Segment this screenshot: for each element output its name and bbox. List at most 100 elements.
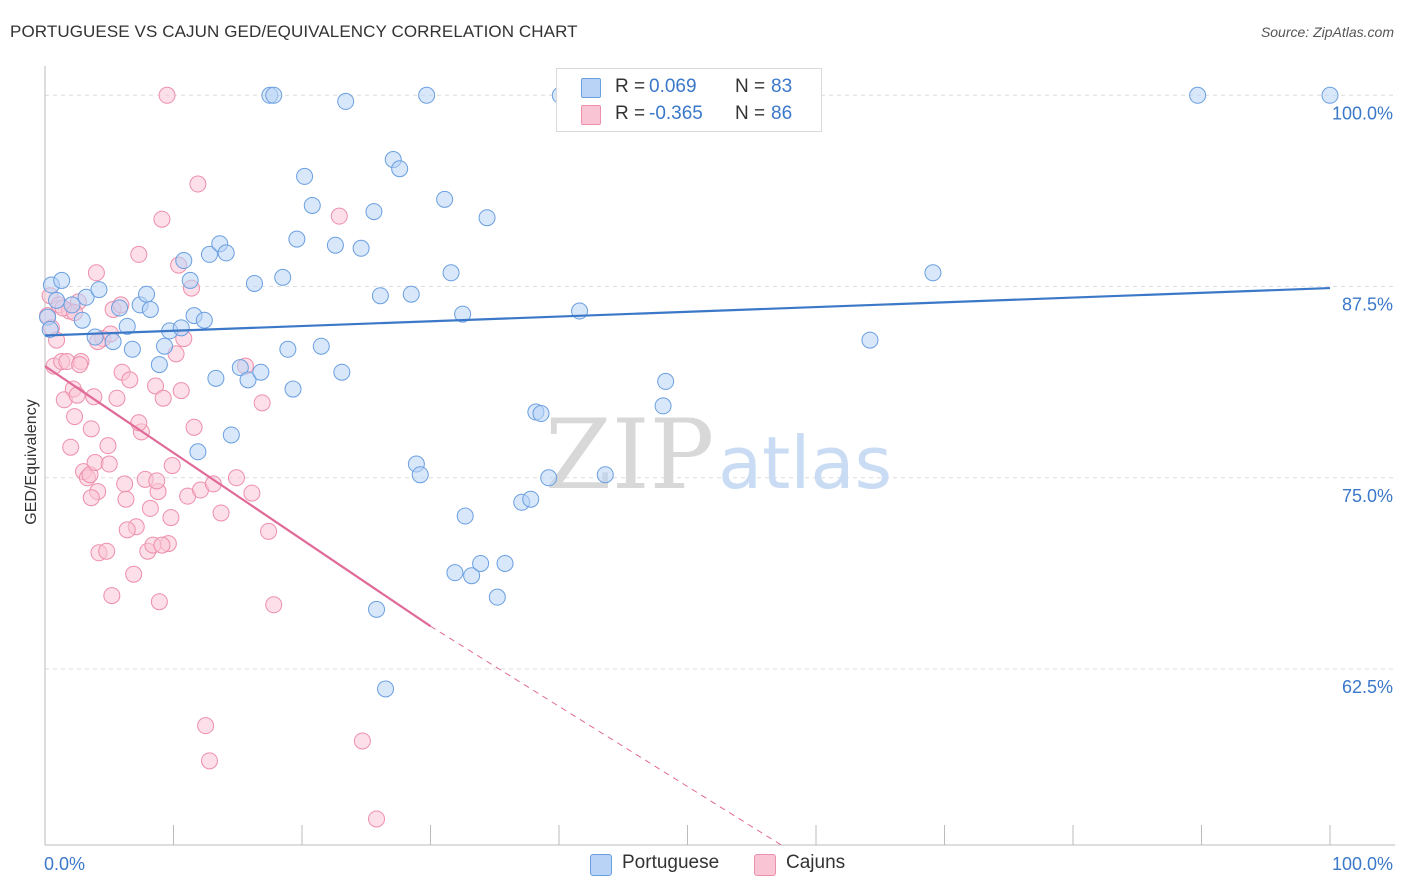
cajun-point bbox=[243, 484, 261, 502]
data-points bbox=[39, 86, 1339, 828]
portuguese-point bbox=[274, 268, 292, 286]
cajun-point bbox=[153, 210, 171, 228]
portuguese-point bbox=[111, 299, 129, 317]
portuguese-point bbox=[252, 363, 270, 381]
legend-swatch-portuguese bbox=[581, 78, 601, 98]
cajun-point bbox=[163, 457, 181, 475]
cajun-point bbox=[117, 490, 135, 508]
cajun-point bbox=[141, 499, 159, 517]
cajun-point bbox=[260, 522, 278, 540]
portuguese-point bbox=[118, 317, 136, 335]
cajun-trend-extension bbox=[430, 625, 782, 846]
legend-row-portuguese: R = 0.069 N = 83 bbox=[557, 74, 821, 100]
cajun-point bbox=[185, 418, 203, 436]
portuguese-point bbox=[77, 288, 95, 306]
cajun-point bbox=[154, 389, 172, 407]
portuguese-point bbox=[239, 371, 257, 389]
portuguese-point bbox=[138, 285, 156, 303]
cajun-point bbox=[116, 475, 134, 493]
cajun-point bbox=[368, 810, 386, 828]
portuguese-point bbox=[265, 86, 283, 104]
portuguese-point bbox=[522, 490, 540, 508]
portuguese-point bbox=[296, 167, 314, 185]
portuguese-point bbox=[478, 209, 496, 227]
cajun-point bbox=[212, 504, 230, 522]
cajun-point bbox=[82, 420, 100, 438]
portuguese-point bbox=[402, 285, 420, 303]
portuguese-point bbox=[53, 271, 71, 289]
legend-label-cajuns: Cajuns bbox=[786, 852, 846, 873]
cajun-point bbox=[153, 536, 171, 554]
cajun-point bbox=[99, 437, 117, 455]
cajun-point bbox=[86, 454, 104, 471]
portuguese-trend-line bbox=[44, 286, 1331, 337]
cajun-point bbox=[66, 408, 84, 426]
stats-legend: R = 0.069 N = 83 R = -0.365 N = 86 bbox=[556, 68, 822, 132]
portuguese-point bbox=[463, 567, 481, 585]
portuguese-point bbox=[532, 405, 550, 423]
portuguese-point bbox=[86, 328, 104, 346]
legend-r-value: 0.069 bbox=[649, 76, 697, 97]
legend-swatch-cajuns bbox=[754, 854, 776, 876]
chart-title: PORTUGUESE VS CAJUN GED/EQUIVALENCY CORR… bbox=[10, 22, 578, 41]
portuguese-point bbox=[279, 340, 297, 358]
y-tick-label: 87.5% bbox=[1342, 295, 1393, 315]
portuguese-point bbox=[150, 356, 168, 374]
portuguese-point bbox=[365, 203, 383, 221]
x-tick-label: 0.0% bbox=[44, 854, 85, 874]
portuguese-point bbox=[368, 600, 386, 618]
cajun-point bbox=[125, 565, 143, 583]
portuguese-point bbox=[540, 469, 558, 487]
legend-r-label: R = bbox=[615, 103, 646, 124]
portuguese-point bbox=[217, 244, 235, 262]
portuguese-point bbox=[181, 271, 199, 289]
portuguese-point bbox=[245, 274, 263, 292]
cajun-point bbox=[162, 509, 180, 527]
portuguese-point bbox=[377, 680, 395, 698]
portuguese-point bbox=[195, 311, 213, 329]
portuguese-point bbox=[303, 196, 321, 214]
portuguese-point bbox=[48, 291, 66, 309]
legend-swatch-cajuns bbox=[581, 105, 601, 125]
legend-label-portuguese: Portuguese bbox=[622, 852, 720, 873]
cajun-point bbox=[158, 86, 176, 104]
portuguese-point bbox=[924, 264, 942, 282]
legend-r-label: R = bbox=[615, 76, 646, 97]
portuguese-point bbox=[284, 380, 302, 398]
axis-labels: 62.5% 75.0% 87.5% 100.0% 0.0% 100.0% GED/Equiv… bbox=[23, 103, 1393, 874]
portuguese-point bbox=[141, 301, 159, 318]
portuguese-point bbox=[654, 397, 672, 415]
portuguese-point bbox=[200, 245, 218, 263]
cajun-point bbox=[150, 593, 168, 611]
portuguese-point bbox=[488, 588, 506, 606]
cajun-point bbox=[87, 264, 105, 282]
cajun-point bbox=[100, 455, 118, 473]
cajun-point bbox=[130, 245, 148, 263]
portuguese-point bbox=[156, 337, 174, 355]
cajun-point bbox=[265, 596, 283, 614]
portuguese-point bbox=[175, 252, 193, 270]
cajun-trend-line bbox=[44, 365, 432, 628]
legend-r-value: -0.365 bbox=[649, 103, 703, 124]
portuguese-point bbox=[172, 319, 190, 337]
cajun-point bbox=[82, 489, 100, 507]
watermark-atlas: atlas bbox=[718, 421, 892, 505]
y-tick-label: 75.0% bbox=[1342, 486, 1393, 506]
portuguese-point bbox=[352, 239, 370, 257]
legend-n-label: N = bbox=[735, 103, 766, 124]
cajun-point bbox=[172, 382, 190, 400]
cajun-point bbox=[108, 389, 126, 407]
cajun-point bbox=[197, 717, 215, 735]
legend-n-value: 86 bbox=[771, 103, 793, 124]
cajun-point bbox=[68, 386, 86, 404]
portuguese-point bbox=[446, 564, 464, 582]
portuguese-point bbox=[189, 443, 207, 461]
cajun-point bbox=[148, 472, 166, 490]
cajun-point bbox=[71, 356, 89, 374]
watermark-zip: ZIP bbox=[545, 399, 714, 511]
portuguese-point bbox=[73, 311, 91, 329]
portuguese-point bbox=[326, 236, 344, 254]
cajun-point bbox=[330, 207, 348, 225]
portuguese-point bbox=[472, 554, 490, 572]
portuguese-point bbox=[63, 296, 81, 314]
